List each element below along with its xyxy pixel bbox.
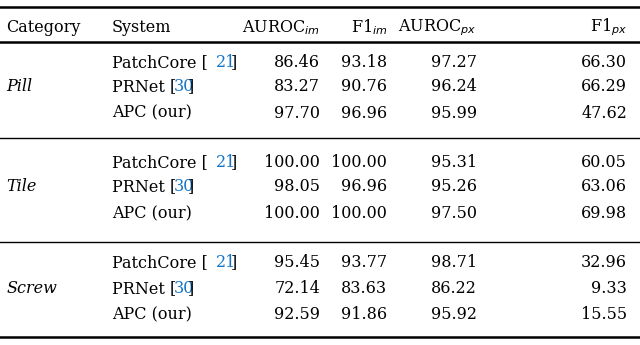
Text: PRNet [: PRNet [ xyxy=(112,178,176,196)
Text: F1$_{px}$: F1$_{px}$ xyxy=(590,17,627,38)
Text: 98.05: 98.05 xyxy=(274,178,320,196)
Text: PatchCore [: PatchCore [ xyxy=(112,154,208,171)
Text: ]: ] xyxy=(188,178,194,196)
Text: 66.29: 66.29 xyxy=(581,78,627,96)
Text: Pill: Pill xyxy=(6,78,33,96)
Text: ]: ] xyxy=(230,53,237,71)
Text: PRNet [: PRNet [ xyxy=(112,280,176,297)
Text: 95.92: 95.92 xyxy=(431,306,477,323)
Text: 83.27: 83.27 xyxy=(274,78,320,96)
Text: APC (our): APC (our) xyxy=(112,105,192,122)
Text: 32.96: 32.96 xyxy=(581,254,627,272)
Text: 60.05: 60.05 xyxy=(581,154,627,171)
Text: AUROC$_{im}$: AUROC$_{im}$ xyxy=(242,18,320,37)
Text: 97.27: 97.27 xyxy=(431,53,477,71)
Text: 86.22: 86.22 xyxy=(431,280,477,297)
Text: Category: Category xyxy=(6,19,81,36)
Text: 96.24: 96.24 xyxy=(431,78,477,96)
Text: 92.59: 92.59 xyxy=(274,306,320,323)
Text: 95.99: 95.99 xyxy=(431,105,477,122)
Text: 98.71: 98.71 xyxy=(431,254,477,272)
Text: 97.50: 97.50 xyxy=(431,205,477,223)
Text: ]: ] xyxy=(188,78,194,96)
Text: 21: 21 xyxy=(216,154,237,171)
Text: APC (our): APC (our) xyxy=(112,306,192,323)
Text: 93.18: 93.18 xyxy=(341,53,387,71)
Text: 9.33: 9.33 xyxy=(591,280,627,297)
Text: PRNet [: PRNet [ xyxy=(112,78,176,96)
Text: Screw: Screw xyxy=(6,280,57,297)
Text: AUROC$_{px}$: AUROC$_{px}$ xyxy=(398,17,477,38)
Text: System: System xyxy=(112,19,172,36)
Text: Tile: Tile xyxy=(6,178,36,196)
Text: PatchCore [: PatchCore [ xyxy=(112,53,208,71)
Text: 63.06: 63.06 xyxy=(581,178,627,196)
Text: F1$_{im}$: F1$_{im}$ xyxy=(351,18,387,38)
Text: 15.55: 15.55 xyxy=(581,306,627,323)
Text: 100.00: 100.00 xyxy=(332,154,387,171)
Text: 96.96: 96.96 xyxy=(341,178,387,196)
Text: 95.31: 95.31 xyxy=(431,154,477,171)
Text: 66.30: 66.30 xyxy=(581,53,627,71)
Text: 96.96: 96.96 xyxy=(341,105,387,122)
Text: 72.14: 72.14 xyxy=(274,280,320,297)
Text: 30: 30 xyxy=(173,280,194,297)
Text: 90.76: 90.76 xyxy=(341,78,387,96)
Text: 47.62: 47.62 xyxy=(581,105,627,122)
Text: 86.46: 86.46 xyxy=(274,53,320,71)
Text: 95.45: 95.45 xyxy=(274,254,320,272)
Text: 30: 30 xyxy=(173,78,194,96)
Text: 91.86: 91.86 xyxy=(341,306,387,323)
Text: 95.26: 95.26 xyxy=(431,178,477,196)
Text: 100.00: 100.00 xyxy=(264,205,320,223)
Text: 30: 30 xyxy=(173,178,194,196)
Text: ]: ] xyxy=(188,280,194,297)
Text: PatchCore [: PatchCore [ xyxy=(112,254,208,272)
Text: 100.00: 100.00 xyxy=(332,205,387,223)
Text: ]: ] xyxy=(230,254,237,272)
Text: 21: 21 xyxy=(216,53,237,71)
Text: 69.98: 69.98 xyxy=(581,205,627,223)
Text: 93.77: 93.77 xyxy=(341,254,387,272)
Text: 21: 21 xyxy=(216,254,237,272)
Text: 83.63: 83.63 xyxy=(341,280,387,297)
Text: APC (our): APC (our) xyxy=(112,205,192,223)
Text: 100.00: 100.00 xyxy=(264,154,320,171)
Text: 97.70: 97.70 xyxy=(274,105,320,122)
Text: ]: ] xyxy=(230,154,237,171)
